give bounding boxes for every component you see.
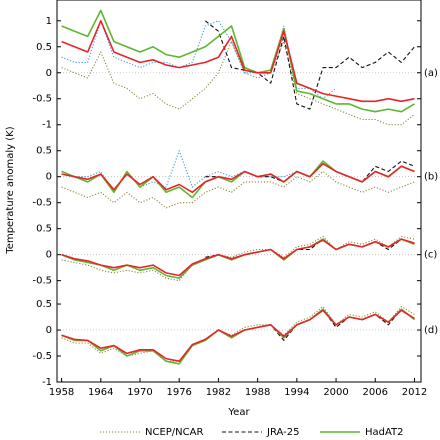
panel-label: (b) [424,172,438,183]
series-line [61,235,415,282]
series-line [61,238,415,277]
panel-label: (c) [424,250,437,261]
series-line [204,20,415,110]
series-line [61,9,415,113]
y-tick-label: -1 [42,120,52,131]
legend-label: HadAT2 [365,427,404,438]
x-tick-label: 1988 [245,387,270,398]
y-tick-label: 0 [46,68,52,79]
y-tick-label: 0 [46,325,52,336]
series-line [61,162,415,194]
x-tick-label: 1976 [166,387,191,398]
plot-frame [56,0,422,383]
series-line [61,309,415,362]
x-tick-label: 2000 [323,387,348,398]
y-tick-label: 1 [46,16,52,27]
series-line [61,160,415,199]
y-tick-label: 0.5 [36,224,52,235]
series-line [61,41,415,126]
y-tick-label: 0.5 [36,146,52,157]
y-tick-label: -0.5 [32,94,52,105]
y-tick-label: 0 [46,172,52,183]
series-line [61,306,415,362]
series-line [204,308,415,341]
x-axis-label: Year [227,407,250,418]
series-line [61,20,337,100]
series-line [61,20,415,103]
y-tick-label: -0.5 [32,198,52,209]
y-tick-label: 0.5 [36,299,52,310]
x-tick-label: 1994 [284,387,309,398]
x-tick-label: 1970 [127,387,152,398]
x-tick-label: 1982 [206,387,231,398]
y-axis-label: Temperature anomaly (K) [5,126,16,254]
x-tick-label: 1964 [88,387,113,398]
x-tick-label: 2006 [363,387,388,398]
legend-label: NCEP/NCAR [145,427,203,438]
legend-label: JRA-25 [266,427,299,438]
panel-label: (d) [424,325,438,336]
y-tick-label: 0.5 [36,42,52,53]
x-tick-label: 1958 [49,387,74,398]
y-tick-label: 0 [46,250,52,261]
y-tick-label: -1 [42,377,52,388]
y-tick-label: -0.5 [32,351,52,362]
panel-label: (a) [424,68,438,79]
y-tick-label: -0.5 [32,276,52,287]
series-line [61,150,337,193]
x-tick-label: 2012 [402,387,427,398]
